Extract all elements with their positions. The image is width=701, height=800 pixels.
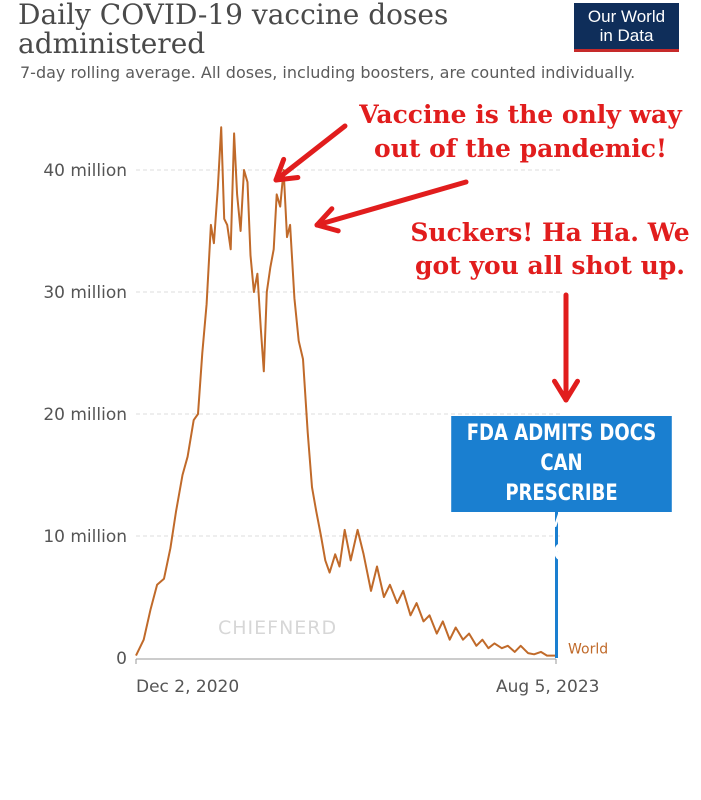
arrow-head [314,206,341,234]
arrow-shaft [314,179,469,228]
annotation-arrows [273,123,580,403]
fda-line-2: PRESCRIBE IVERMECTIN [499,481,624,536]
arrow-head [552,378,580,403]
chart-frame [0,0,701,712]
owid-logo[interactable]: Our World in Data [574,3,679,52]
series-label: World [568,642,608,658]
annotation-suckers: Suckers! Ha Ha. We got you all shot up. [400,216,700,282]
logo-line-2: in Data [599,26,654,45]
arrow-head [273,156,301,183]
y-tick-label: 20 million [43,405,127,425]
fda-line-3: FOR COVID [505,541,618,566]
annotation-suckers-line-2: got you all shot up. [415,251,685,280]
chart-title: Daily COVID-19 vaccine doses administere… [18,0,449,60]
arrow-to-first-peak [273,123,348,183]
series-lines: World [135,126,608,658]
annotation-vaccine: Vaccine is the only way out of the pande… [348,98,693,166]
fda-line-1: FDA ADMITS DOCS CAN [466,421,657,476]
y-tick-label: 10 million [43,527,127,547]
annotation-vaccine-line-1: Vaccine is the only way [359,100,682,129]
x-tick-label: Dec 2, 2020 [136,677,239,697]
annotation-suckers-line-1: Suckers! Ha Ha. We [410,218,690,247]
x-axis: Dec 2, 2020 Aug 5, 2023 [135,658,600,697]
fda-connector-line [555,512,558,658]
fda-news-box: FDA ADMITS DOCS CAN PRESCRIBE IVERMECTIN… [451,416,672,566]
line-chart: 0 10 million 20 million 30 million 40 millio… [43,123,608,697]
watermark: CHIEFNERD [218,617,338,639]
arrow-shaft [273,123,348,183]
chart-subtitle: 7-day rolling average. All doses, includ… [20,63,636,82]
arrow-to-second-peak [314,179,469,234]
x-tick-label: Aug 5, 2023 [496,677,600,697]
y-tick-label: 30 million [43,283,127,303]
arrow-to-fda-box [552,292,580,403]
y-axis-labels: 0 10 million 20 million 30 million 40 millio… [43,161,127,669]
series-line [135,126,556,657]
annotation-vaccine-line-2: out of the pandemic! [374,134,667,163]
logo-line-1: Our World [587,7,666,26]
y-tick-label: 40 million [43,161,127,181]
y-tick-label: 0 [116,649,127,669]
